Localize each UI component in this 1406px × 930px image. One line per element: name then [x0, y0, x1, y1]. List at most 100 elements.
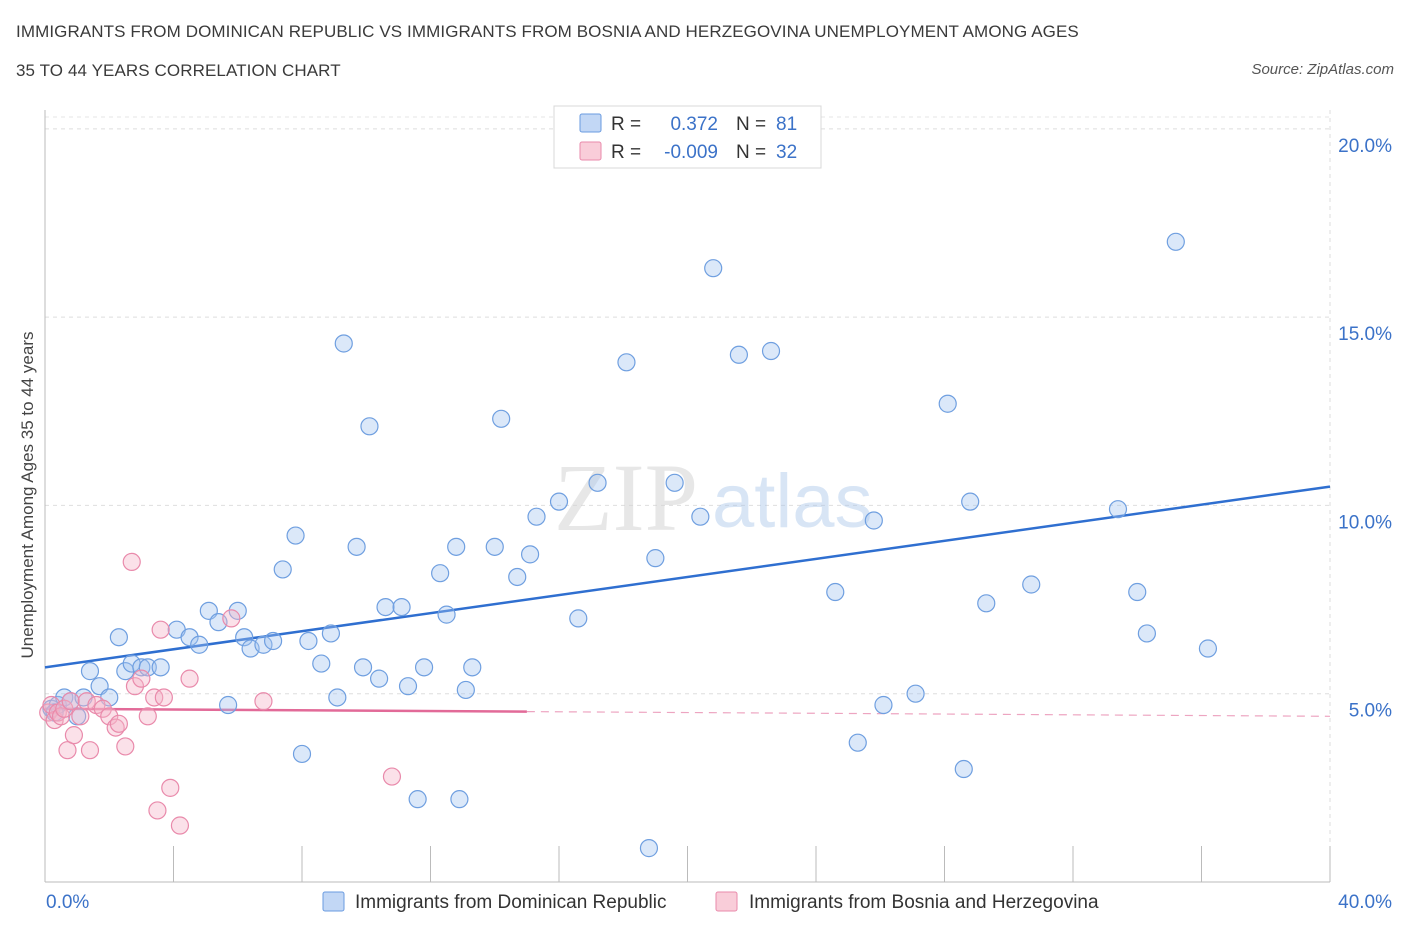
point-bosnia-9	[71, 707, 90, 726]
legend-r-label-2: R =	[611, 142, 641, 163]
point-dominican-70	[954, 759, 973, 779]
trend-line-bosnia-dashed	[526, 710, 1331, 717]
point-bosnia-11	[80, 741, 100, 760]
point-bosnia-20	[132, 669, 151, 688]
point-dominican-73	[977, 594, 996, 613]
point-dominican-75	[1108, 500, 1128, 519]
point-dominican-40	[398, 677, 418, 696]
point-bosnia-19	[125, 677, 145, 696]
point-dominican-51	[508, 567, 527, 587]
point-dominican-37	[370, 669, 389, 688]
source-credit: Source: ZipAtlas.com	[1251, 61, 1394, 78]
point-bosnia-14	[100, 707, 119, 726]
axes	[44, 110, 1331, 883]
series-legend-swatch-pink	[715, 891, 738, 912]
point-dominican-28	[292, 744, 312, 764]
series-legend-label-pink: Immigrants from Bosnia and Herzegovina	[749, 892, 1099, 913]
watermark-zip: ZIP	[554, 444, 698, 551]
point-dominican-58	[639, 839, 659, 858]
point-dominican-53	[527, 507, 546, 526]
point-dominican-44	[437, 605, 456, 624]
watermark-atlas: atlas	[712, 459, 873, 544]
point-dominican-74	[1022, 575, 1041, 594]
trend-line-bosnia-solid	[44, 707, 527, 713]
chart-title-line-2: 35 TO 44 YEARS CORRELATION CHART	[16, 61, 341, 80]
y-tick-label-2: 15.0%	[1338, 324, 1392, 345]
point-bosnia-25	[154, 688, 173, 707]
point-dominican-48	[463, 658, 482, 677]
legend-swatch-pink	[579, 141, 602, 161]
point-dominican-69	[906, 684, 925, 703]
point-dominican-26	[273, 560, 292, 579]
point-dominican-59	[646, 549, 665, 568]
y-tick-label-1: 10.0%	[1338, 512, 1392, 533]
point-bosnia-28	[180, 669, 199, 688]
point-bosnia-26	[161, 778, 180, 797]
legend-n-label-2: N =	[736, 142, 766, 163]
point-dominican-33	[334, 334, 353, 353]
point-dominican-16	[180, 628, 199, 647]
legend-swatch-blue	[579, 113, 602, 133]
point-dominican-43	[431, 564, 450, 583]
y-tick-label-3: 20.0%	[1338, 136, 1392, 157]
point-dominican-76	[1128, 582, 1147, 602]
point-dominican-31	[321, 624, 341, 643]
y-tick-label-0: 5.0%	[1349, 701, 1392, 722]
point-dominican-27	[286, 526, 305, 545]
point-dominican-25	[263, 631, 283, 651]
point-bosnia-8	[64, 726, 84, 745]
legend-n-label-1: N =	[736, 114, 766, 135]
point-dominican-54	[549, 492, 569, 511]
point-dominican-39	[392, 597, 411, 617]
point-dominican-22	[235, 628, 254, 647]
point-dominican-38	[376, 597, 395, 617]
point-dominican-71	[938, 394, 957, 413]
point-dominican-52	[520, 545, 540, 564]
legend-r-value-2: -0.009	[664, 142, 718, 163]
legend-r-value-1: 0.372	[670, 114, 718, 135]
point-dominican-62	[704, 259, 723, 278]
point-dominican-17	[190, 635, 209, 654]
point-dominican-47	[456, 680, 475, 700]
legend-n-value-1: 81	[776, 114, 797, 135]
point-dominican-56	[588, 473, 607, 492]
series-legend-swatch-blue	[322, 891, 345, 912]
point-dominican-42	[414, 658, 434, 677]
point-dominican-41	[408, 790, 427, 809]
point-dominican-24	[254, 635, 273, 654]
point-dominican-46	[450, 790, 469, 809]
point-dominican-67	[864, 511, 883, 530]
point-bosnia-6	[58, 741, 77, 760]
point-bosnia-29	[222, 609, 241, 628]
watermark: ZIP atlas	[554, 444, 873, 551]
point-dominican-36	[360, 417, 379, 436]
point-bosnia-5	[55, 699, 74, 718]
point-dominican-35	[353, 658, 373, 677]
point-bosnia-17	[116, 737, 135, 756]
y-tick-labels: 5.0% 10.0% 15.0% 20.0%	[1338, 136, 1392, 722]
point-dominican-6	[80, 662, 100, 681]
point-dominican-65	[826, 582, 845, 602]
point-dominican-66	[848, 733, 867, 752]
x-tick-labels: 0.0% 40.0%	[46, 892, 1392, 913]
point-bosnia-23	[148, 801, 167, 820]
point-bosnia-13	[93, 699, 112, 718]
point-dominican-30	[312, 654, 331, 673]
chart-title-line-1: IMMIGRANTS FROM DOMINICAN REPUBLIC VS IM…	[16, 22, 1079, 41]
point-dominican-60	[665, 473, 684, 492]
point-dominican-72	[961, 492, 980, 511]
point-bosnia-18	[122, 552, 141, 572]
point-bosnia-22	[145, 688, 164, 707]
point-dominican-78	[1166, 232, 1185, 251]
point-dominican-68	[874, 695, 893, 715]
point-bosnia-16	[109, 714, 128, 733]
x-tick-label-1: 40.0%	[1338, 892, 1392, 913]
point-bosnia-24	[151, 620, 170, 639]
point-bosnia-27	[170, 816, 190, 835]
point-dominican-61	[691, 507, 710, 526]
legend-n-value-2: 32	[776, 142, 797, 163]
point-dominican-45	[447, 537, 466, 556]
series-legend: Immigrants from Dominican Republic Immig…	[322, 891, 1099, 913]
point-bosnia-7	[61, 692, 80, 711]
